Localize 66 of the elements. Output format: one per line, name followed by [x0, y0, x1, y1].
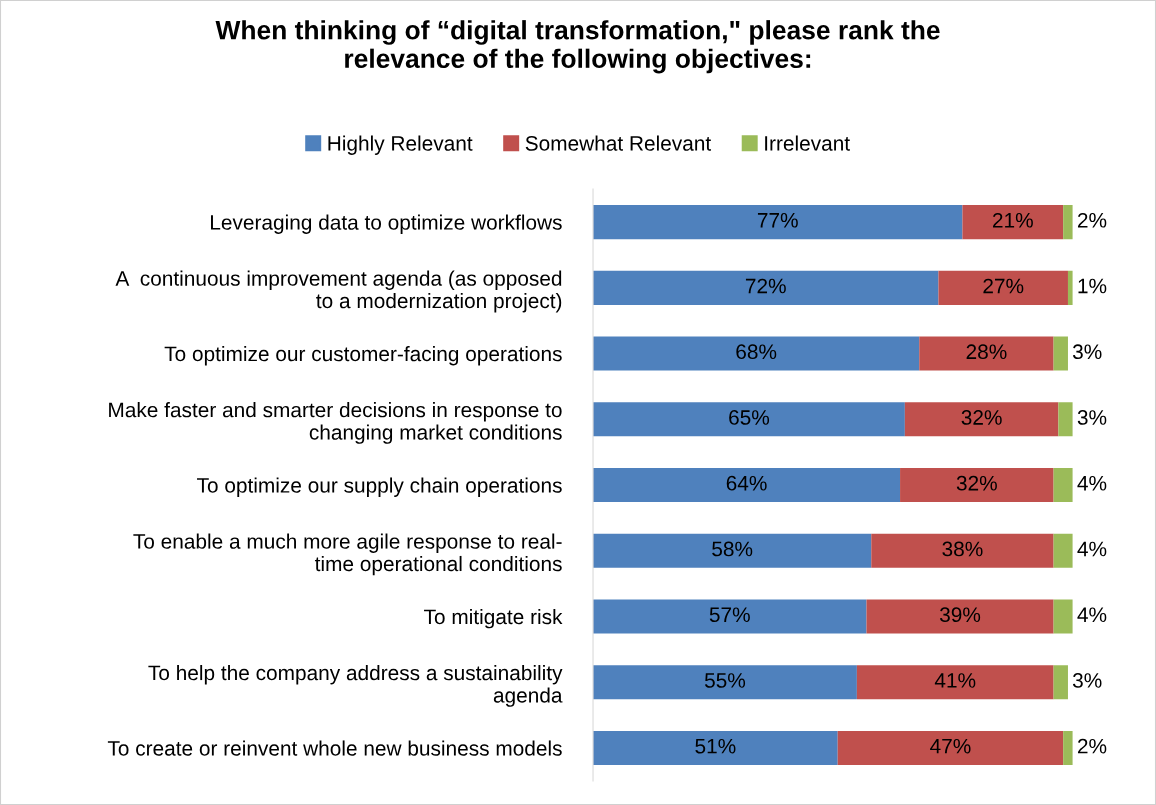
bar: [856, 665, 1054, 700]
y-tick-label: To optimize our supply chain operations: [197, 477, 562, 497]
bar: [593, 336, 920, 371]
data-label: 4%: [1077, 475, 1107, 491]
data-label: 4%: [1077, 541, 1107, 557]
data-label: 28%: [966, 344, 1007, 360]
bar: [837, 730, 1064, 766]
data-label: 3%: [1072, 344, 1102, 360]
y-tick-label: A continuous improvement agenda (as opposed to a modernization project): [115, 270, 562, 313]
data-label: 3%: [1072, 673, 1102, 688]
bar: [904, 402, 1059, 437]
bar: [593, 730, 838, 766]
bar: [871, 533, 1054, 568]
data-label: 27%: [983, 278, 1024, 294]
bar: [1053, 665, 1068, 700]
data-label: 51%: [695, 738, 736, 754]
bar: [593, 599, 867, 634]
bar: [593, 533, 872, 568]
data-label: 77%: [757, 212, 798, 228]
bar: [593, 270, 939, 305]
bar: [1063, 204, 1073, 240]
y-tick-label: To enable a much more agile response to real- time operational conditions: [133, 533, 562, 576]
bar: [1053, 336, 1068, 371]
bar: [866, 599, 1054, 634]
data-label: 65%: [729, 410, 770, 425]
y-tick-label: To optimize our customer-facing operations: [164, 345, 562, 366]
bar: [593, 402, 905, 437]
bar: [919, 336, 1054, 371]
data-label: 1%: [1078, 278, 1107, 294]
data-label: 3%: [1077, 410, 1107, 425]
bar: [1053, 467, 1073, 503]
bar: [593, 467, 901, 503]
data-label: 38%: [942, 541, 983, 557]
data-label: 41%: [934, 673, 976, 688]
data-label: 32%: [956, 475, 997, 491]
y-tick-label: Leveraging data to optimize workflows: [211, 214, 562, 234]
bar: [1053, 533, 1073, 568]
data-label: 2%: [1077, 212, 1107, 228]
bar: [593, 665, 857, 700]
bar: [1058, 402, 1073, 437]
data-label: 47%: [930, 738, 971, 754]
bar: [1053, 599, 1073, 634]
bar: [593, 204, 963, 240]
data-label: 55%: [704, 673, 746, 688]
legend-label: Somewhat Relevant: [525, 135, 712, 151]
data-label: 72%: [745, 278, 786, 294]
bar: [962, 204, 1064, 240]
data-label: 68%: [736, 344, 777, 360]
data-label: 21%: [993, 212, 1033, 228]
y-tick-label: To create or reinvent whole new business models: [107, 740, 562, 756]
bar: [938, 270, 1068, 305]
legend-label: Highly Relevant: [328, 135, 473, 155]
data-label: 58%: [712, 541, 753, 557]
y-tick-label: To help the company address a sustainability agenda: [148, 664, 563, 707]
y-tick-label: To mitigate risk: [424, 608, 563, 629]
data-label: 57%: [709, 607, 750, 623]
bar: [1063, 730, 1073, 766]
data-label: 64%: [726, 475, 767, 491]
bar: [900, 467, 1054, 503]
data-label: 4%: [1077, 607, 1107, 623]
data-label: 32%: [961, 410, 1002, 425]
data-label: 39%: [939, 607, 981, 623]
data-label: 2%: [1077, 738, 1107, 754]
y-tick-label: Make faster and smarter decisions in response to changing market conditions: [109, 402, 562, 444]
chart-title: When thinking of “digital transformation," please rank the relevance of the following objectives:: [215, 20, 940, 74]
legend-label: Irrelevant: [765, 135, 850, 151]
